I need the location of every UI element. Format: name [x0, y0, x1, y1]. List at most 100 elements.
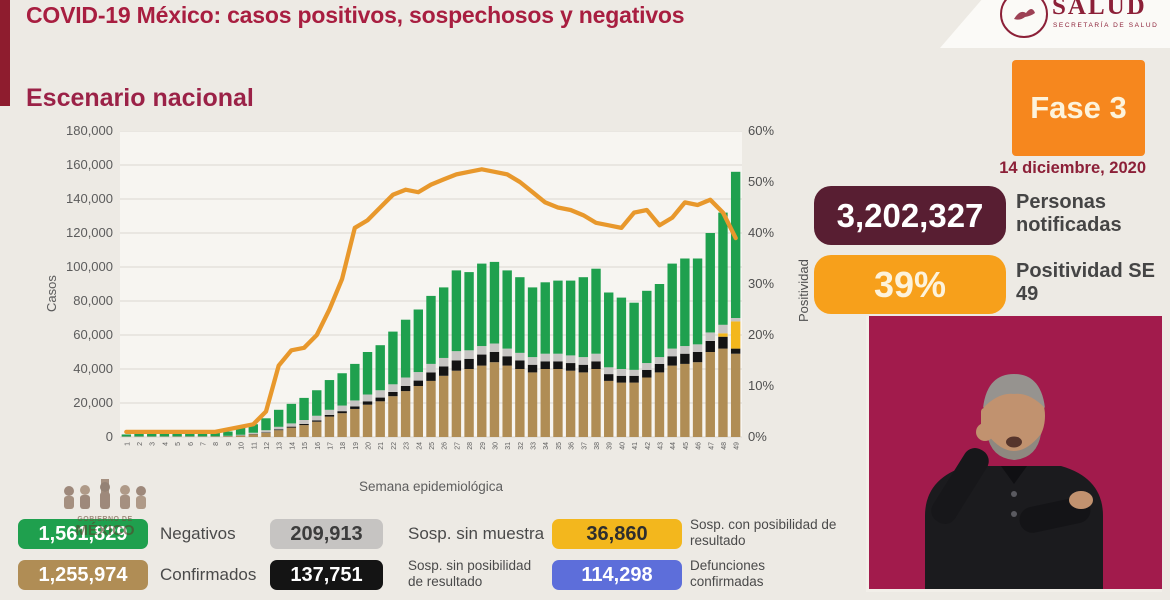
y-tick-left: 180,000	[66, 123, 113, 138]
x-tick-label: 8	[213, 442, 220, 446]
bar-week-20	[362, 401, 373, 405]
legend-pill-negativos: 1,561,829	[18, 519, 148, 549]
bar-week-22	[388, 331, 398, 385]
legend-pill-sosp-con-posibilidad: 36,860	[552, 519, 682, 549]
y-tick-left: 40,000	[73, 361, 113, 376]
bar-week-28	[464, 358, 474, 369]
y-tick-left: 80,000	[73, 293, 113, 308]
bar-week-23	[400, 377, 411, 386]
legend-label-sosp-sin-muestra: Sosp. sin muestra	[408, 524, 545, 543]
bar-week-40	[616, 369, 627, 376]
bar-week-43	[654, 284, 665, 358]
x-tick-label: 1	[124, 442, 131, 446]
x-tick-label: 12	[264, 442, 271, 450]
bar-week-12	[261, 432, 271, 433]
bar-week-14	[286, 427, 297, 437]
legend-label-defunciones: Defunciones confirmadas	[690, 558, 766, 590]
x-tick-label: 43	[658, 442, 665, 450]
bar-week-38	[591, 369, 601, 437]
bar-week-37	[578, 277, 589, 358]
bar-week-34	[540, 353, 550, 362]
y-tick-left: 100,000	[66, 259, 113, 274]
bar-week-27	[451, 370, 462, 437]
bar-week-17	[324, 414, 335, 417]
bar-week-32	[515, 369, 525, 437]
x-tick-label: 47	[708, 442, 715, 450]
phase-badge: Fase 3	[1012, 60, 1145, 156]
interpreter-person	[869, 316, 1159, 589]
bar-week-44	[667, 365, 677, 437]
accent-bar	[0, 0, 10, 106]
bar-week-36	[565, 355, 576, 364]
bar-week-26	[439, 375, 449, 437]
bar-week-3	[147, 433, 157, 437]
bar-week-30	[489, 352, 500, 363]
x-tick-label: 31	[505, 442, 512, 450]
bar-week-18	[337, 411, 347, 414]
x-tick-label: 39	[607, 442, 614, 450]
bar-week-46	[692, 362, 703, 437]
logo-subtitle: SECRETARÍA DE SALUD	[1053, 22, 1159, 29]
bar-week-36	[565, 280, 576, 356]
bar-week-25	[426, 363, 436, 373]
stat-positividad: 39%	[814, 255, 1006, 314]
bar-week-36	[565, 363, 576, 371]
x-tick-label: 15	[302, 442, 309, 450]
y-tick-right: 40%	[748, 225, 775, 240]
bar-week-23	[400, 319, 411, 378]
x-tick-label: 10	[239, 442, 246, 450]
x-tick-label: 37	[581, 442, 588, 450]
bar-week-11	[248, 434, 258, 437]
x-tick-label: 18	[340, 442, 347, 450]
bar-week-31	[502, 270, 512, 349]
bar-week-15	[299, 423, 309, 426]
legend-pill-defunciones: 114,298	[552, 560, 682, 590]
bar-week-33	[527, 364, 538, 373]
x-tick-label: 19	[353, 442, 360, 450]
bar-week-42	[642, 369, 652, 378]
x-tick-label: 24	[416, 442, 423, 450]
x-tick-label: 30	[493, 442, 500, 450]
bar-week-19	[350, 400, 360, 407]
bar-week-21	[375, 401, 385, 437]
bar-week-49	[730, 348, 741, 354]
legend-label-sosp-con-posibilidad: Sosp. con posibilidad de resultado	[690, 517, 837, 549]
bar-week-34	[540, 369, 550, 437]
bar-week-46	[692, 344, 703, 352]
bar-week-48	[718, 324, 728, 334]
bar-week-33	[527, 372, 538, 437]
bar-week-35	[553, 353, 563, 362]
bar-week-28	[464, 272, 474, 351]
y-axis-left-ticks: 180,000 160,000 140,000 120,000 100,000 80,00…	[38, 123, 113, 444]
bar-week-49	[730, 318, 741, 322]
bar-week-45	[680, 353, 690, 364]
bar-week-27	[451, 351, 462, 361]
bar-week-12	[261, 432, 271, 437]
bar-week-43	[654, 357, 665, 364]
report-date: 14 diciembre, 2020	[999, 159, 1146, 177]
legend-pill-sosp-sin-muestra: 209,913	[270, 519, 383, 549]
bar-week-45	[680, 346, 690, 354]
bar-week-24	[413, 386, 423, 437]
bar-week-37	[578, 372, 589, 437]
bar-week-31	[502, 356, 512, 366]
y-axis-left-label: Casos	[44, 275, 59, 312]
x-tick-label: 25	[429, 442, 436, 450]
bar-week-48	[718, 212, 728, 325]
bar-week-49	[730, 171, 741, 318]
x-tick-label: 17	[327, 442, 334, 450]
x-tick-label: 36	[569, 442, 576, 450]
x-tick-label: 14	[289, 442, 296, 450]
bar-week-1	[121, 434, 132, 437]
bar-week-16	[312, 390, 322, 416]
bar-week-47	[705, 233, 715, 333]
bar-week-29	[477, 346, 487, 355]
bar-week-17	[324, 380, 335, 410]
y-axis-right-ticks: 60% 50% 40% 30% 20% 10% 0%	[748, 123, 788, 444]
x-tick-label: 9	[226, 442, 233, 446]
x-tick-label: 27	[454, 442, 461, 450]
bar-week-45	[680, 363, 690, 437]
x-tick-label: 33	[531, 442, 538, 450]
y-tick-left: 60,000	[73, 327, 113, 342]
